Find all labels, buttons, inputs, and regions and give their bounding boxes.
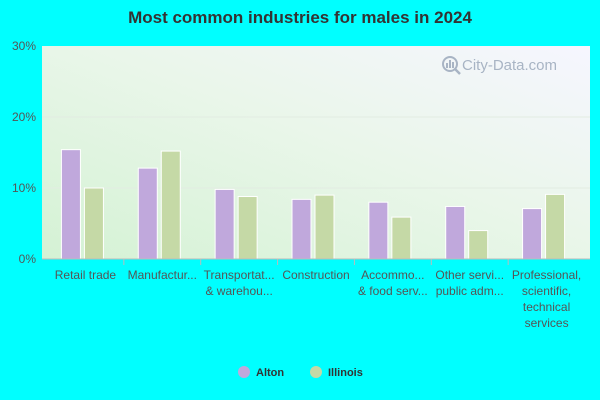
bar-alton — [214, 188, 235, 260]
bar-alton — [291, 198, 312, 260]
y-tick-label: 10% — [12, 181, 36, 195]
x-tick-label-line: technical — [523, 300, 570, 314]
bar-illinois — [237, 196, 258, 260]
bar-alton — [137, 167, 158, 260]
legend: Alton Illinois — [238, 366, 363, 379]
y-tick-label: 30% — [12, 39, 36, 53]
x-tick-label: Accommo... & food serv... — [358, 268, 428, 298]
x-tick-label-line: scientific, — [522, 284, 571, 298]
x-tick-label-line: public adm... — [436, 284, 504, 298]
bar-alton — [445, 205, 466, 260]
chart-title: Most common industries for males in 2024 — [128, 8, 472, 27]
x-tick-label: Professional, scientific, technical service… — [512, 268, 581, 330]
watermark-text: City-Data.com — [462, 57, 557, 74]
y-tick-label: 0% — [19, 252, 37, 266]
x-tick-label: Manufactur... — [128, 268, 197, 282]
bar-illinois — [314, 194, 335, 260]
legend-swatch — [310, 366, 322, 378]
x-tick-label-line: Transportat... — [204, 268, 275, 282]
x-tick-label: Other servi... public adm... — [435, 268, 504, 298]
x-tick-label-line: Construction — [282, 268, 349, 282]
x-tick-label: Retail trade — [55, 268, 117, 282]
watermark: City-Data.com — [442, 56, 557, 75]
bar-illinois — [160, 150, 181, 260]
x-tick-label: Transportat... & warehou... — [204, 268, 275, 298]
bar-alton — [368, 201, 389, 260]
bar-illinois — [468, 230, 489, 260]
legend-item-illinois: Illinois — [310, 366, 363, 379]
bar-alton — [60, 149, 81, 260]
x-tick-label-line: & warehou... — [205, 284, 272, 298]
gridlines: 0% 10% 20% 30% — [12, 39, 590, 266]
axes: Retail trade Manufactur... Transportat... &… — [42, 258, 590, 330]
legend-item-alton: Alton — [238, 366, 284, 379]
bar-illinois — [83, 187, 104, 260]
legend-label: Alton — [256, 367, 284, 379]
legend-label: Illinois — [328, 367, 363, 379]
x-tick-label-line: Accommo... — [361, 268, 424, 282]
x-tick-label-line: Manufactur... — [128, 268, 197, 282]
x-tick-label-line: & food serv... — [358, 284, 428, 298]
x-tick-label-line: Other servi... — [435, 268, 504, 282]
bar-illinois — [545, 193, 566, 260]
bar-illinois — [391, 216, 412, 260]
legend-swatch — [238, 366, 250, 378]
x-tick-label-line: Professional, — [512, 268, 581, 282]
bar-alton — [522, 208, 543, 260]
magnifier-icon — [442, 56, 461, 75]
bars — [60, 149, 566, 260]
x-tick-label-line: services — [525, 316, 569, 330]
x-tick-label-line: Retail trade — [55, 268, 117, 282]
x-tick-label: Construction — [282, 268, 349, 282]
y-tick-label: 20% — [12, 110, 36, 124]
